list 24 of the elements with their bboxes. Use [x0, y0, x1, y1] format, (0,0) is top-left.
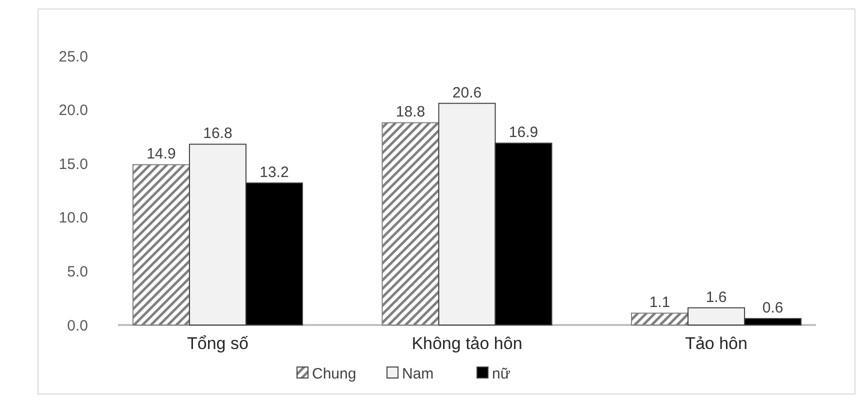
bar [631, 312, 689, 326]
data-label: 1.1 [649, 294, 670, 312]
data-label: 18.8 [396, 104, 426, 121]
data-label: 20.6 [452, 84, 482, 102]
legend-label: Nam [402, 365, 434, 382]
legend-label: nữ [492, 365, 510, 382]
y-tick-label: 0.0 [67, 317, 88, 334]
data-label: 16.8 [203, 125, 232, 142]
data-label: 14.9 [146, 146, 176, 163]
y-tick-label: 15.0 [58, 156, 88, 173]
bar [382, 122, 440, 326]
data-label: 16.9 [508, 124, 538, 142]
x-tick-label: Tảo hôn [685, 334, 748, 353]
data-label: 13.2 [260, 164, 289, 181]
y-tick-label: 5.0 [67, 263, 88, 280]
data-label: 1.6 [706, 288, 727, 306]
y-tick-label: 10.0 [58, 210, 88, 227]
y-tick-label: 25.0 [58, 48, 88, 66]
y-tick-label: 20.0 [58, 102, 88, 120]
legend-label: Chung [312, 365, 356, 382]
bar [132, 164, 190, 326]
x-tick-label: Tổng số [186, 334, 249, 353]
x-tick-label: Không tảo hôn [412, 334, 522, 353]
data-label: 0.6 [762, 300, 784, 317]
